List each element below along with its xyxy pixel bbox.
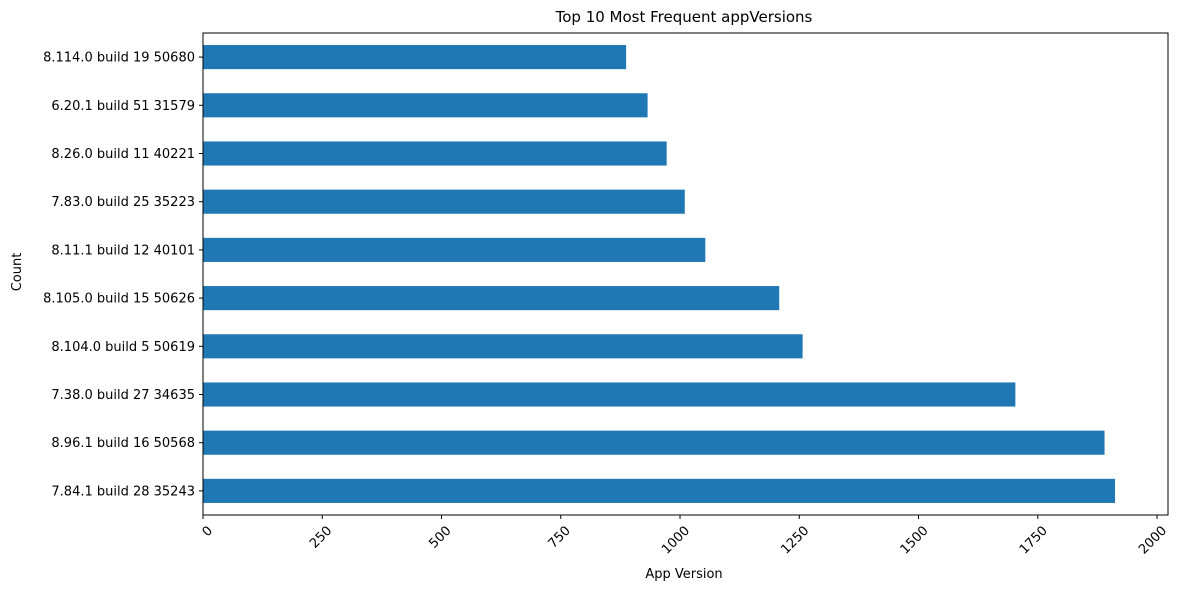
bar-1 bbox=[203, 478, 1116, 503]
bars-layer bbox=[203, 45, 1116, 503]
x-ticks: 0 250 500 750 1000 1250 1500 1750 2000 bbox=[200, 515, 1170, 557]
x-tick-label: 1000 bbox=[659, 523, 693, 557]
x-tick-label: 750 bbox=[546, 523, 574, 551]
y-tick-label: 6.20.1 build 51 31579 bbox=[51, 99, 195, 114]
y-tick-label: 7.84.1 build 28 35243 bbox=[51, 484, 195, 499]
y-tick-label: 8.26.0 build 11 40221 bbox=[51, 147, 195, 162]
bar-5 bbox=[203, 286, 780, 311]
bar-4 bbox=[203, 334, 803, 359]
y-tick-label: 7.38.0 build 27 34635 bbox=[51, 388, 195, 403]
y-axis-label: Count bbox=[10, 253, 25, 292]
x-tick-label: 1500 bbox=[898, 523, 932, 557]
plot-frame bbox=[202, 32, 1169, 516]
x-axis-label: App Version bbox=[645, 567, 722, 582]
bar-8 bbox=[203, 141, 667, 166]
y-tick-label: 8.105.0 build 15 50626 bbox=[43, 292, 195, 307]
bar-3 bbox=[203, 382, 1016, 407]
x-tick-label: 2000 bbox=[1136, 523, 1170, 557]
y-tick-label: 7.83.0 build 25 35223 bbox=[51, 195, 195, 210]
x-tick-label: 250 bbox=[307, 523, 335, 551]
x-tick-label: 500 bbox=[426, 523, 454, 551]
x-tick-label: 0 bbox=[200, 523, 216, 539]
y-tick-label: 8.104.0 build 5 50619 bbox=[51, 340, 195, 355]
bar-2 bbox=[203, 430, 1105, 455]
y-tick-label: 8.114.0 build 19 50680 bbox=[43, 51, 195, 66]
y-tick-label: 8.11.1 build 12 40101 bbox=[51, 243, 195, 258]
bar-7 bbox=[203, 189, 685, 214]
bar-10 bbox=[203, 45, 627, 70]
bar-6 bbox=[203, 237, 706, 262]
y-tick-label: 8.96.1 build 16 50568 bbox=[51, 436, 195, 451]
x-tick-label: 1250 bbox=[778, 523, 812, 557]
y-ticks: 7.84.1 build 28 35243 8.96.1 build 16 505… bbox=[43, 51, 203, 499]
bar-9 bbox=[203, 93, 648, 118]
chart-title: Top 10 Most Frequent appVersions bbox=[555, 8, 813, 26]
x-tick-label: 1750 bbox=[1017, 523, 1051, 557]
